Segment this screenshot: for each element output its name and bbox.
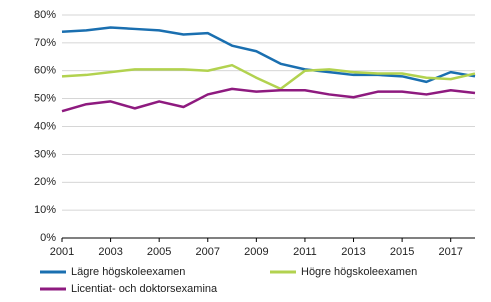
x-tick-label: 2013: [341, 246, 365, 258]
y-tick-label: 60%: [34, 65, 56, 77]
y-tick-label: 50%: [34, 93, 56, 105]
x-tick-label: 2009: [244, 246, 268, 258]
x-tick-label: 2007: [196, 246, 220, 258]
series-line: [61, 63, 476, 91]
y-tick-label: 30%: [34, 148, 56, 160]
y-tick-label: 0%: [40, 232, 56, 244]
legend-label: Licentiat- och doktorsexamina: [71, 283, 218, 295]
x-tick-label: 2003: [98, 246, 122, 258]
legend-label: Högre högskoleexamen: [301, 266, 417, 278]
x-tick-label: 2001: [50, 246, 74, 258]
y-tick-label: 40%: [34, 120, 56, 132]
x-tick-label: 2015: [390, 246, 414, 258]
legend-label: Lägre högskoleexamen: [71, 266, 185, 278]
series-line: [61, 87, 476, 113]
y-tick-label: 20%: [34, 176, 56, 188]
x-tick-label: 2011: [293, 246, 317, 258]
x-tick-label: 2017: [438, 246, 462, 258]
x-tick-label: 2005: [147, 246, 171, 258]
y-tick-label: 10%: [34, 204, 56, 216]
y-tick-label: 80%: [34, 9, 56, 21]
series-line: [61, 26, 476, 84]
y-tick-label: 70%: [34, 37, 56, 49]
